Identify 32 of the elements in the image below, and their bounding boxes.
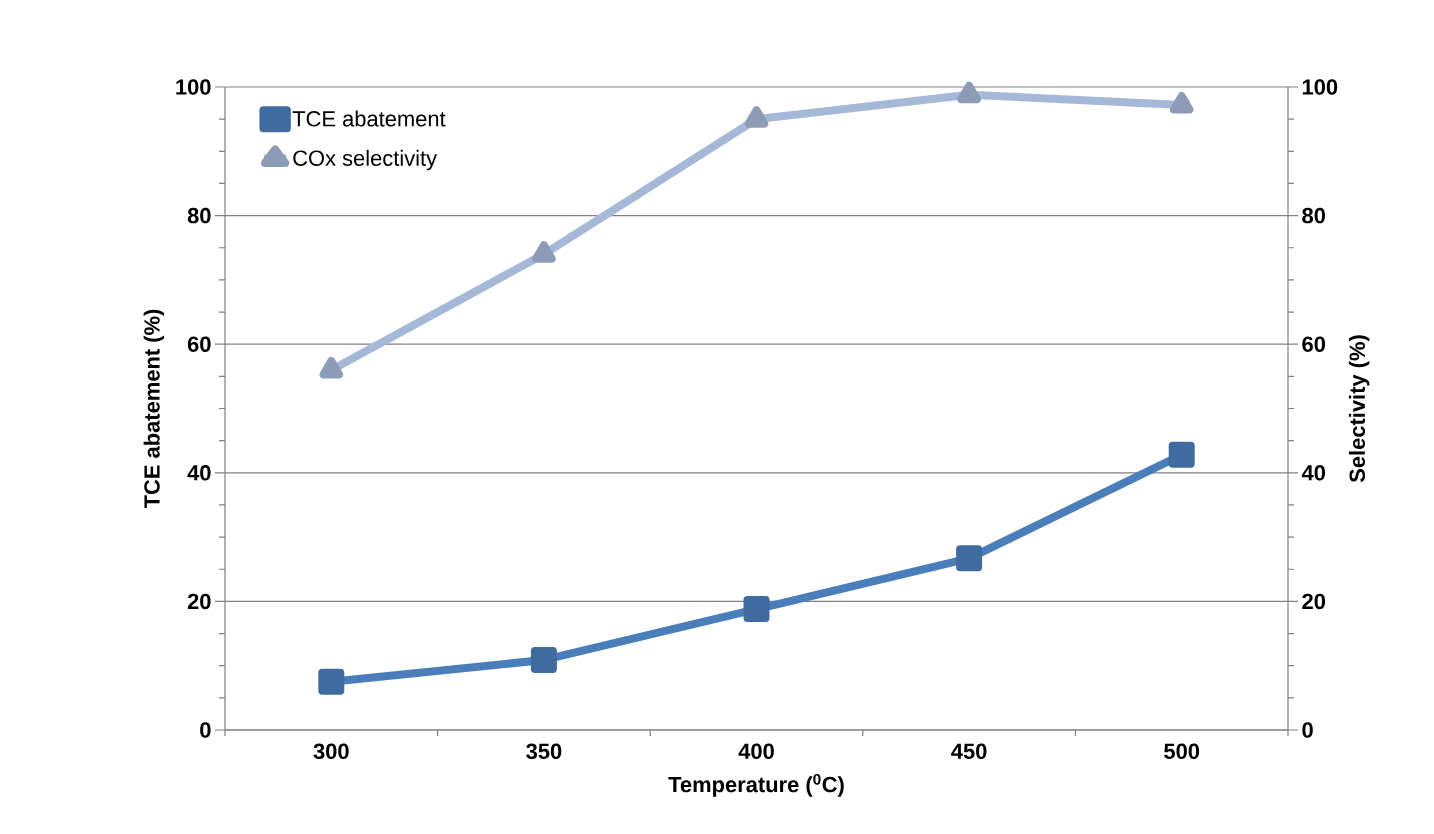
point	[319, 356, 344, 379]
x-tick-label: 450	[951, 743, 987, 760]
y2-tick-label: 100	[1302, 79, 1338, 95]
point	[1168, 441, 1195, 468]
x-tick-label: 500	[1164, 743, 1200, 760]
y-tick-label: 0	[200, 722, 211, 738]
y-tick-label: 40	[187, 465, 211, 481]
y2-tick-label: 0	[1302, 722, 1313, 738]
point	[1169, 92, 1194, 114]
x-tick-label: 300	[313, 743, 349, 760]
y-tick-label: 80	[187, 207, 211, 224]
point	[744, 106, 769, 128]
y2-tick-label: 60	[1302, 336, 1326, 352]
point	[743, 596, 770, 623]
x-tick-label: 400	[738, 743, 774, 760]
x-tick-label: 350	[526, 743, 562, 760]
point	[318, 668, 345, 695]
y2-tick-label: 80	[1302, 207, 1326, 224]
y2-axis-title: Selectivity (%)	[1348, 335, 1370, 483]
legend-label: TCE abatement	[292, 110, 446, 127]
point	[957, 81, 981, 104]
point	[530, 646, 557, 673]
y-tick-label: 100	[176, 79, 211, 95]
y-axis-title: TCE abatement (%)	[143, 309, 165, 509]
point	[532, 241, 556, 263]
y2-tick-label: 20	[1302, 593, 1326, 610]
x-axis-title: Temperature ($^{0}$C)	[668, 773, 844, 797]
legend-label: COx selectivity	[293, 149, 438, 171]
y2-tick-label: 40	[1301, 465, 1326, 481]
y-tick-label: 60	[187, 336, 211, 352]
point	[956, 545, 983, 572]
y-tick-label: 20	[187, 593, 211, 610]
